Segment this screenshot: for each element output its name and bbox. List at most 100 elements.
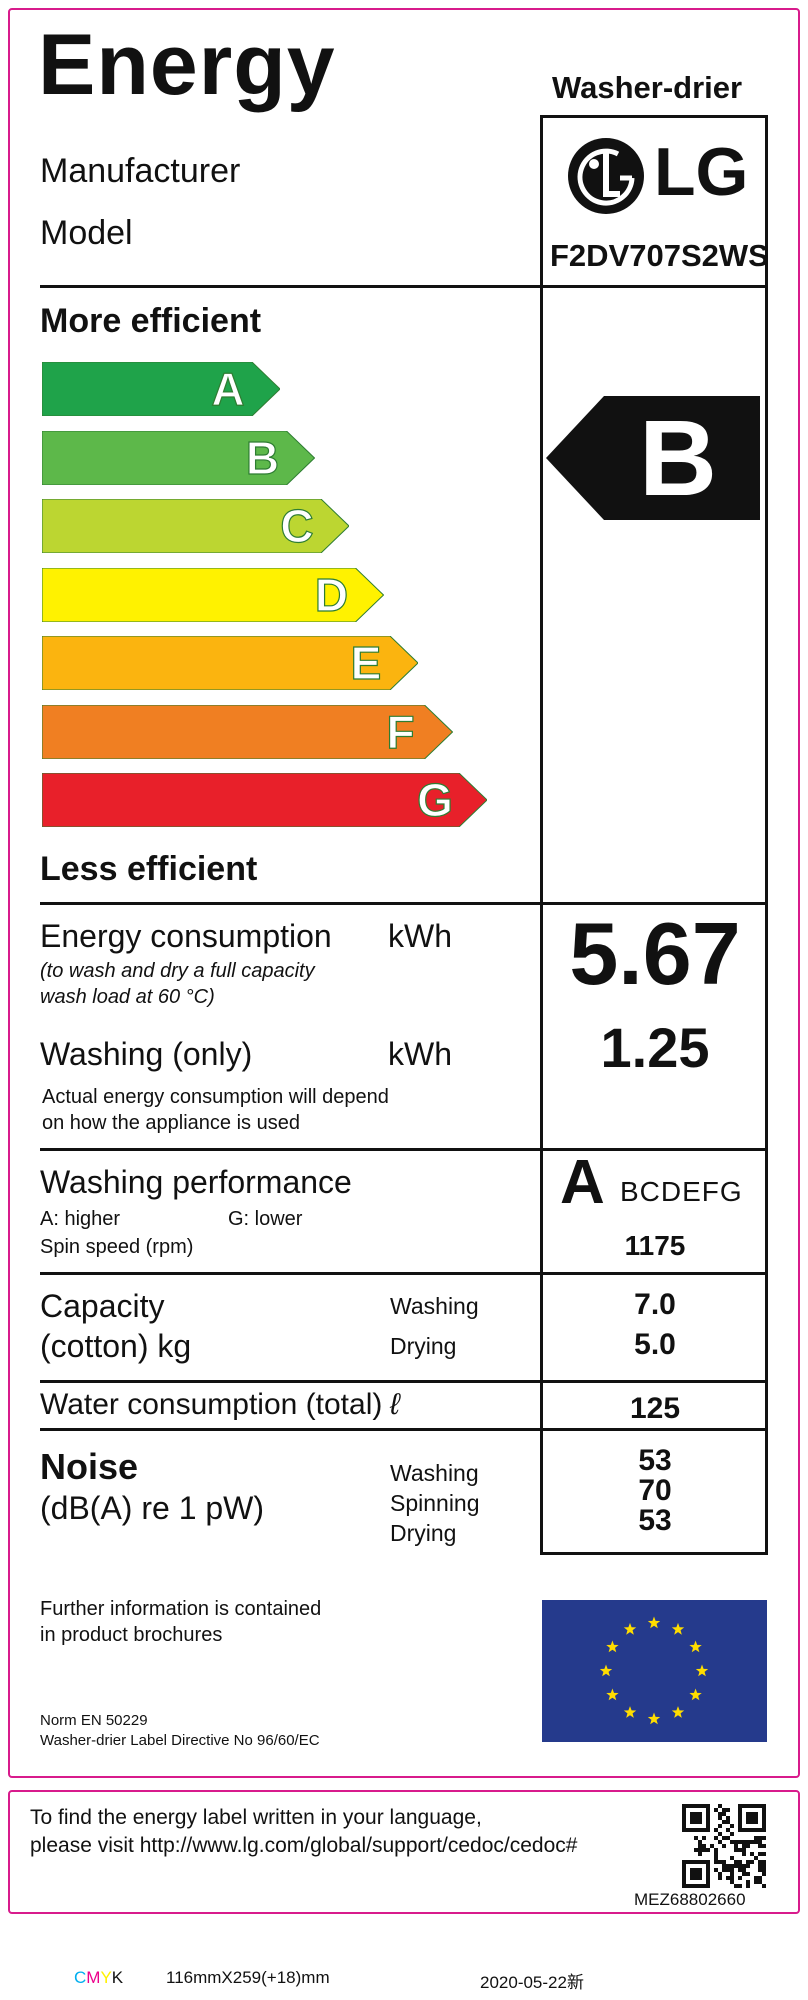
right-box-bottom-edge <box>540 1552 768 1555</box>
eu-stars-icon <box>599 1616 709 1725</box>
info-line2: in product brochures <box>40 1624 223 1646</box>
brand-name: LG <box>654 134 749 210</box>
noise-spinning-label: Spinning <box>390 1490 480 1516</box>
noise-washing-label: Washing <box>390 1460 479 1486</box>
spin-speed-value: 1175 <box>624 1230 686 1261</box>
less-efficient-label: Less efficient <box>40 850 258 888</box>
capacity-washing-label: Washing <box>390 1293 479 1319</box>
info-line1: Further information is contained <box>40 1598 322 1620</box>
washing-only-label: Washing (only) <box>40 1036 253 1072</box>
eu-star <box>695 1664 709 1677</box>
energy-consumption-label: Energy consumption <box>40 918 332 954</box>
label-frame <box>8 8 800 1778</box>
efficiency-bar-c: C <box>42 499 349 553</box>
right-box-top-edge <box>540 115 768 118</box>
energy-divider <box>40 902 768 905</box>
noise-drying-value: 53 <box>638 1504 672 1537</box>
performance-divider <box>40 1148 768 1151</box>
capacity-washing-value: 7.0 <box>634 1288 676 1321</box>
efficiency-bar-a: A <box>42 362 280 416</box>
lg-face-icon <box>568 138 644 214</box>
capacity-drying-label: Drying <box>390 1333 457 1359</box>
eu-star <box>606 1640 619 1653</box>
energy-note-line1: (to wash and dry a full capacity <box>40 960 315 982</box>
efficiency-bar-g: G <box>42 773 487 827</box>
performance-higher: A: higher <box>40 1208 121 1230</box>
water-value: 125 <box>629 1392 681 1425</box>
efficiency-bar-letter: G <box>417 774 453 826</box>
noise-drying-label: Drying <box>390 1520 457 1546</box>
noise-spinning-value: 70 <box>638 1474 672 1507</box>
efficiency-bar-letter: B <box>246 432 279 484</box>
noise-divider <box>40 1428 768 1431</box>
noise-label: Noise <box>40 1446 139 1487</box>
energy-note-line2: wash load at 60 °C) <box>40 986 215 1008</box>
more-efficient-label: More efficient <box>40 302 262 340</box>
spin-speed-label: Spin speed (rpm) <box>40 1236 194 1258</box>
language-box <box>8 1790 800 1914</box>
capacity-label-line1: Capacity <box>40 1288 165 1324</box>
rating-letter: B <box>639 397 717 518</box>
eu-star <box>599 1664 613 1677</box>
lg-logo: LG <box>566 134 749 216</box>
washing-only-unit: kWh <box>388 1036 452 1072</box>
print-date: 2020-05-22新 <box>480 1973 584 1992</box>
washing-only-value: 1.25 <box>600 1016 710 1079</box>
directive-text: Washer-drier Label Directive No 96/60/EC <box>40 1732 320 1749</box>
cmyk-y: Y <box>100 1968 112 1987</box>
right-box-right-edge <box>765 115 768 1553</box>
language-line2: please visit http://www.lg.com/global/su… <box>30 1834 578 1857</box>
water-unit: ℓ <box>390 1388 400 1421</box>
rating-arrow-shape <box>546 396 760 520</box>
model-label: Model <box>40 214 133 252</box>
label-title: Energy <box>38 17 336 113</box>
model-number: F2DV707S2WS <box>550 238 769 273</box>
energy-unit: kWh <box>388 918 452 954</box>
language-line1: To find the energy label written in your… <box>30 1806 482 1829</box>
efficiency-bar-letter: D <box>315 569 348 621</box>
performance-other-classes: BCDEFG <box>620 1176 743 1207</box>
eu-flag <box>542 1600 767 1742</box>
capacity-label-line2: (cotton) kg <box>40 1328 192 1364</box>
performance-class: A <box>560 1148 605 1217</box>
energy-value: 5.67 <box>569 904 741 1003</box>
appliance-type: Washer-drier <box>552 70 743 105</box>
eu-star <box>689 1688 702 1701</box>
manufacturer-label: Manufacturer <box>40 152 241 190</box>
water-consumption-label: Water consumption (total) <box>40 1388 383 1421</box>
capacity-drying-value: 5.0 <box>634 1328 676 1361</box>
noise-unit: (dB(A) re 1 pW) <box>40 1490 265 1526</box>
efficiency-bar-letter: C <box>280 500 313 552</box>
efficiency-bar-letter: E <box>351 637 382 689</box>
washing-performance-label: Washing performance <box>40 1164 352 1200</box>
cmyk-c: C <box>74 1968 87 1987</box>
efficiency-bar-d: D <box>42 567 384 622</box>
right-box-left-edge <box>540 115 543 1553</box>
cmyk-m: M <box>86 1968 101 1987</box>
capacity-divider <box>40 1272 768 1275</box>
efficiency-bar-letter: A <box>211 363 244 415</box>
water-divider <box>40 1380 768 1383</box>
eu-star <box>689 1640 702 1653</box>
eu-star <box>671 1622 685 1635</box>
eu-star <box>671 1706 685 1718</box>
qr-code <box>682 1804 766 1893</box>
print-size: 116mmX259(+18)mm <box>166 1968 330 1987</box>
efficiency-bar-e: E <box>42 636 418 690</box>
energy-disclaimer-line1: Actual energy consumption will depend <box>42 1086 389 1108</box>
cmyk-marks: CMYK <box>74 1968 123 1988</box>
eu-star <box>623 1706 637 1718</box>
part-number: MEZ68802660 <box>634 1890 746 1909</box>
qr-code-icon <box>682 1804 766 1888</box>
efficiency-bar-letter: F <box>386 706 414 758</box>
eu-star <box>606 1688 619 1701</box>
eu-star <box>647 1712 661 1725</box>
efficiency-bar-f: F <box>42 704 453 759</box>
norm-text: Norm EN 50229 <box>40 1712 148 1729</box>
eu-star <box>647 1616 661 1629</box>
eu-star <box>623 1622 637 1635</box>
cmyk-k: K <box>111 1968 124 1987</box>
energy-disclaimer-line2: on how the appliance is used <box>42 1112 300 1134</box>
efficiency-bar-b: B <box>42 430 315 485</box>
noise-washing-value: 53 <box>638 1444 672 1477</box>
